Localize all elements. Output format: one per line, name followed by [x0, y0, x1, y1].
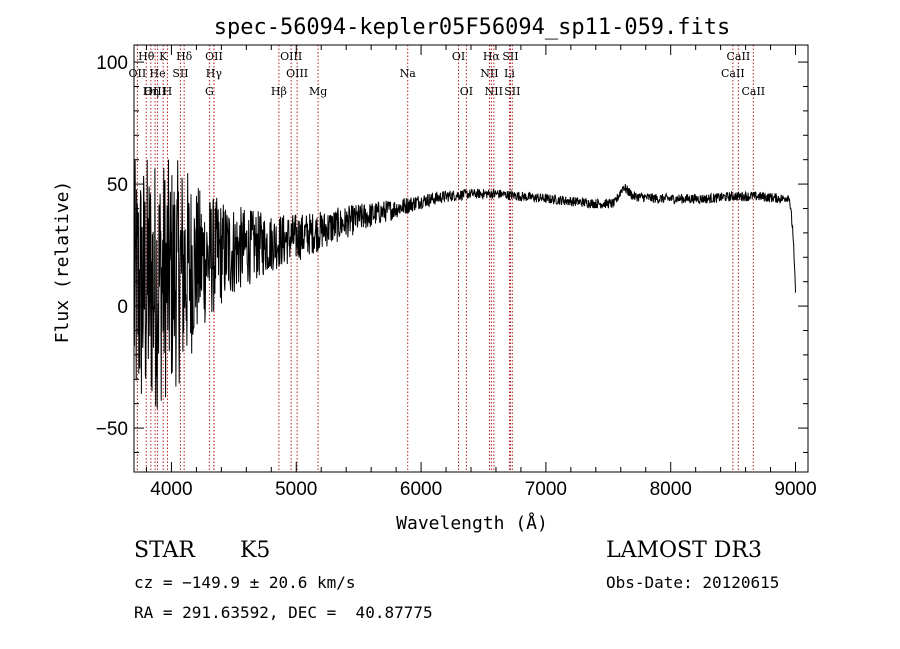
line-marker-label: CaII — [741, 85, 765, 98]
line-marker-label: OII — [129, 67, 147, 80]
radial-velocity: cz = −149.9 ± 20.6 km/s — [134, 573, 356, 592]
survey-name: LAMOST DR3 — [606, 538, 762, 563]
line-marker-label: Na — [400, 67, 417, 80]
line-marker-label: Mg — [309, 85, 327, 98]
line-marker-label: SII — [172, 67, 188, 80]
x-tick-label: 8000 — [650, 479, 692, 500]
line-marker-label: OI — [452, 50, 465, 63]
line-marker-label: CaII — [727, 50, 751, 63]
line-marker-label: H — [163, 85, 173, 98]
y-tick-label: 0 — [117, 297, 128, 318]
object-type: STAR — [134, 538, 195, 563]
x-axis-label: Wavelength (Å) — [396, 512, 548, 534]
spectrum-series-layer — [133, 159, 796, 409]
line-marker-label: SII — [502, 50, 518, 63]
y-tick-label: 100 — [96, 53, 128, 74]
object-subclass: K5 — [240, 538, 271, 563]
line-marker-label: Hγ — [206, 67, 223, 80]
x-tick-label: 4000 — [150, 479, 192, 500]
x-tick-label: 6000 — [400, 479, 442, 500]
y-tick-label: 50 — [107, 175, 128, 196]
line-marker-label: He — [150, 67, 166, 80]
line-marker-label: OIII — [286, 67, 308, 80]
x-tick-label: 5000 — [275, 479, 317, 500]
line-marker-label: Hδ — [176, 50, 193, 63]
line-marker-label: OII — [205, 50, 223, 63]
y-tick-label: −50 — [96, 419, 128, 440]
line-marker-label: NII — [485, 85, 503, 98]
line-marker-label: G — [205, 85, 214, 98]
chart-title: spec-56094-kepler05F56094_sp11-059.fits — [214, 15, 731, 40]
line-marker-label: NII — [480, 67, 498, 80]
line-marker-label: OIII — [280, 50, 302, 63]
x-tick-label: 9000 — [774, 479, 816, 500]
line-marker-label: K — [159, 50, 168, 63]
sky-coordinates: RA = 291.63592, DEC = 40.87775 — [134, 603, 433, 622]
spectrum-line — [133, 159, 796, 409]
line-marker-label: OIII — [144, 85, 166, 98]
line-marker-label: CaII — [721, 67, 745, 80]
y-axis-label: Flux (relative) — [52, 181, 73, 344]
axes-layer: 4000 5000 6000 7000 8000 9000 −50 0 50 100 — [96, 45, 817, 500]
x-tick-label: 7000 — [525, 479, 567, 500]
line-marker-label: Hη — [143, 85, 159, 98]
line-marker-label: Li — [504, 67, 515, 80]
line-marker-label: Hα — [483, 50, 501, 63]
line-marker-label: Hβ — [271, 85, 287, 98]
line-marker-label: Hθ — [138, 50, 155, 63]
line-marker-label: SII — [504, 85, 520, 98]
line-marker-label: OI — [460, 85, 473, 98]
observation-date: Obs-Date: 20120615 — [606, 573, 780, 592]
